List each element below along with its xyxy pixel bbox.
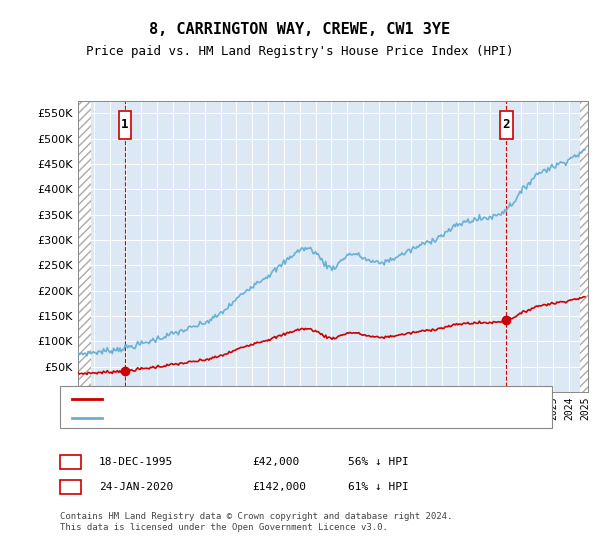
Text: 8, CARRINGTON WAY, CREWE, CW1 3YE (detached house): 8, CARRINGTON WAY, CREWE, CW1 3YE (detac…	[108, 394, 421, 404]
Text: 56% ↓ HPI: 56% ↓ HPI	[348, 457, 409, 467]
Text: Price paid vs. HM Land Registry's House Price Index (HPI): Price paid vs. HM Land Registry's House …	[86, 45, 514, 58]
Bar	[580, 101, 588, 392]
Bar	[78, 101, 91, 392]
Text: 2: 2	[503, 118, 510, 132]
Text: Contains HM Land Registry data © Crown copyright and database right 2024.
This d: Contains HM Land Registry data © Crown c…	[60, 512, 452, 532]
Text: £42,000: £42,000	[252, 457, 299, 467]
Text: 24-JAN-2020: 24-JAN-2020	[99, 482, 173, 492]
Text: HPI: Average price, detached house, Cheshire East: HPI: Average price, detached house, Ches…	[108, 413, 414, 423]
Text: 8, CARRINGTON WAY, CREWE, CW1 3YE: 8, CARRINGTON WAY, CREWE, CW1 3YE	[149, 22, 451, 38]
Text: 2: 2	[67, 482, 74, 492]
FancyBboxPatch shape	[119, 111, 131, 139]
Text: 61% ↓ HPI: 61% ↓ HPI	[348, 482, 409, 492]
Text: 1: 1	[67, 457, 74, 467]
Text: 18-DEC-1995: 18-DEC-1995	[99, 457, 173, 467]
Text: £142,000: £142,000	[252, 482, 306, 492]
Text: 1: 1	[121, 118, 128, 132]
FancyBboxPatch shape	[500, 111, 512, 139]
